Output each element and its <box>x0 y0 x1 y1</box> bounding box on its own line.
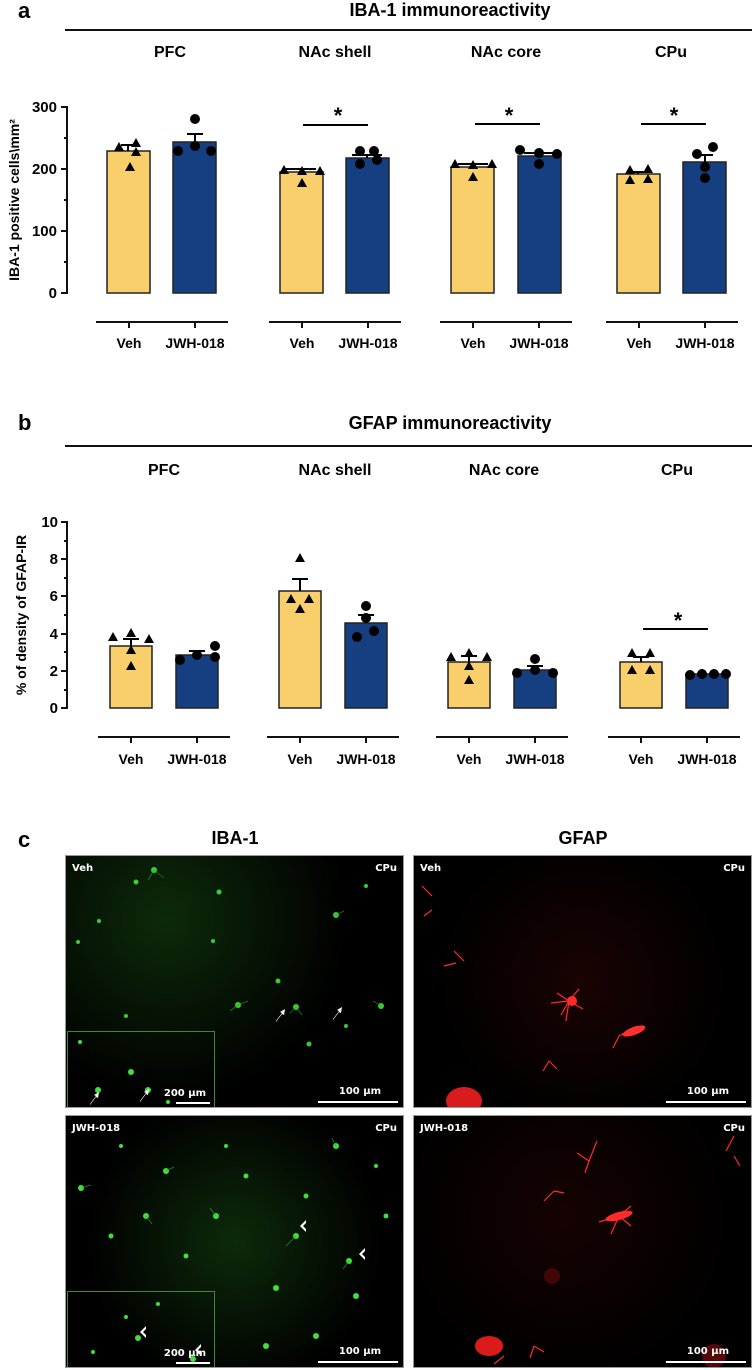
ytick: 100 <box>32 223 57 240</box>
bar-cpu-jwh <box>685 673 729 709</box>
bar-nac-shell-jwh <box>345 157 390 294</box>
ytick: 2 <box>50 663 58 680</box>
bar-cpu-veh <box>619 661 663 709</box>
inset-scale-bar <box>176 1362 210 1364</box>
xlabel-veh: Veh <box>457 751 482 767</box>
xlabel-veh: Veh <box>119 751 144 767</box>
panel-a-region-nac-shell: NAc shell <box>298 44 372 61</box>
region-label: CPu <box>375 863 397 874</box>
micrograph-gfap-jwh: JWH-018 CPu 100 µm <box>413 1115 752 1368</box>
panel-a-region-cpu: CPu <box>655 44 687 61</box>
astrocyte-cells <box>421 885 646 1107</box>
panel-b-region-nac-shell: NAc shell <box>298 462 372 479</box>
panel-c-letter: c <box>18 827 31 852</box>
panel-a-title: IBA-1 immunoreactivity <box>349 0 551 20</box>
xlabel-jwh: JWH-018 <box>505 751 564 767</box>
panel-b-title-rule <box>65 445 752 447</box>
ytick: 200 <box>32 161 57 178</box>
xlabel-jwh: JWH-018 <box>165 335 224 351</box>
inset-iba1-jwh: 200 µm <box>67 1291 215 1367</box>
panel-b-ylabel: % of density of GFAP-IR <box>13 535 29 695</box>
scale-bar <box>318 1101 398 1103</box>
bar-pfc-veh <box>109 645 153 709</box>
xlabel-veh: Veh <box>629 751 654 767</box>
inset-iba1-veh: 200 µm <box>67 1031 215 1107</box>
panel-b-region-nac-core: NAc core <box>468 462 540 479</box>
group-label: JWH-018 <box>72 1123 121 1134</box>
bar-cpu-veh <box>616 173 661 294</box>
xlabel-jwh: JWH-018 <box>167 751 226 767</box>
ytick: 300 <box>32 99 57 116</box>
panel-a-region-pfc: PFC <box>154 44 186 61</box>
panel-a-region-nac-core: NAc core <box>470 44 542 61</box>
microglia-cells <box>78 1137 389 1349</box>
bar-pfc-jwh <box>172 141 217 294</box>
micrograph-gfap-veh: Veh CPu 100 µm <box>413 855 752 1108</box>
group-label: Veh <box>420 863 442 874</box>
xlabel-jwh: JWH-018 <box>677 751 736 767</box>
column-title-gfap: GFAP <box>558 828 608 848</box>
xlabel-veh: Veh <box>290 335 315 351</box>
sig-marker: * <box>670 103 679 128</box>
scale-label: 100 µm <box>686 1086 729 1097</box>
panel-b-region-pfc: PFC <box>148 462 180 479</box>
xlabel-jwh: JWH-018 <box>336 751 395 767</box>
micrograph-iba1-jwh: 200 µm JWH-018 CPu 100 µm <box>65 1115 404 1368</box>
xlabel-veh: Veh <box>117 335 142 351</box>
scale-label: 100 µm <box>338 1086 381 1097</box>
panel-b-chart: % of density of GFAP-IR 0 2 4 6 8 10 * <box>13 514 740 767</box>
bar-nac-shell-jwh <box>344 622 388 709</box>
astrocyte-cells <box>475 1135 741 1367</box>
panel-b-letter: b <box>18 410 32 435</box>
xlabel-jwh: JWH-018 <box>675 335 734 351</box>
inset-scale-label: 200 µm <box>163 1348 206 1359</box>
sig-marker: * <box>334 103 343 128</box>
panel-a-chart: IBA-1 positive cells\mm² 0 100 200 300 *… <box>6 99 738 351</box>
scale-bar <box>666 1361 746 1363</box>
region-label: CPu <box>723 863 745 874</box>
micrograph-iba1-veh: 200 µm Veh CPu 100 µm <box>65 855 404 1108</box>
panel-a-letter: a <box>18 0 31 23</box>
region-label: CPu <box>723 1123 745 1134</box>
bar-cpu-jwh <box>682 161 727 294</box>
sig-marker: * <box>674 608 683 633</box>
xlabel-jwh: JWH-018 <box>338 335 397 351</box>
panel-a-title-rule <box>65 29 752 31</box>
xlabel-veh: Veh <box>627 335 652 351</box>
column-title-iba1: IBA-1 <box>211 828 259 848</box>
bar-nac-shell-veh <box>279 171 324 294</box>
group-label: JWH-018 <box>420 1123 469 1134</box>
scale-label: 100 µm <box>686 1346 729 1357</box>
panel-b-region-cpu: CPu <box>661 462 693 479</box>
ytick: 6 <box>50 588 58 605</box>
sig-marker: * <box>505 103 514 128</box>
scale-label: 100 µm <box>338 1346 381 1357</box>
xlabel-veh: Veh <box>461 335 486 351</box>
xlabel-jwh: JWH-018 <box>509 335 568 351</box>
bar-pfc-veh <box>106 150 151 294</box>
scale-bar <box>666 1101 746 1103</box>
microglia-cells <box>76 867 384 1047</box>
scale-bar <box>318 1361 398 1363</box>
group-label: Veh <box>72 863 94 874</box>
ytick: 8 <box>50 551 58 568</box>
ytick: 4 <box>50 626 59 643</box>
ytick: 10 <box>41 514 58 531</box>
bar-nac-core-veh <box>450 166 495 294</box>
ytick: 0 <box>49 285 57 302</box>
inset-scale-bar <box>176 1102 210 1104</box>
inset-scale-label: 200 µm <box>163 1088 206 1099</box>
bar-nac-core-jwh <box>517 155 562 294</box>
ytick: 0 <box>50 700 58 717</box>
xlabel-veh: Veh <box>288 751 313 767</box>
panel-b-title: GFAP immunoreactivity <box>348 413 552 433</box>
region-label: CPu <box>375 1123 397 1134</box>
panel-a-ylabel: IBA-1 positive cells\mm² <box>6 119 22 281</box>
